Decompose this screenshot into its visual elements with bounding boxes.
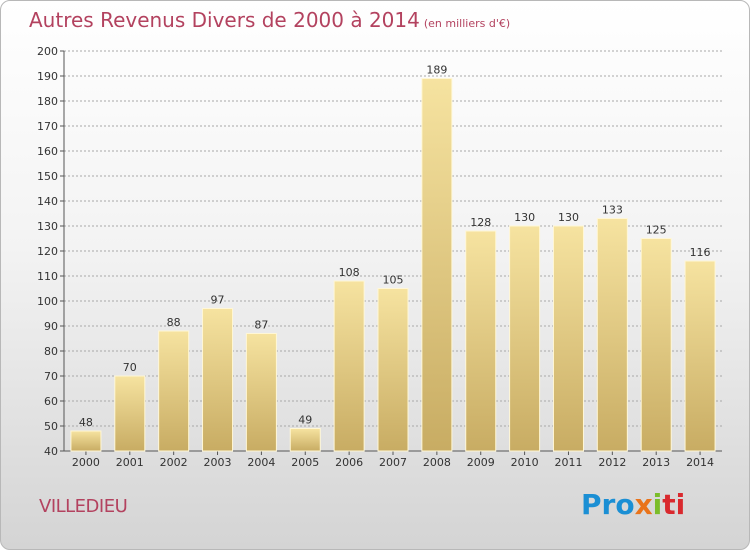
y-tick-label: 160 [37, 145, 58, 158]
bar [509, 225, 541, 452]
y-tick-label: 40 [44, 445, 58, 458]
bar [640, 238, 672, 452]
bar-value-label: 108 [339, 266, 360, 279]
x-tick-label: 2000 [72, 456, 100, 469]
x-tick-label: 2008 [423, 456, 451, 469]
y-tick-label: 170 [37, 120, 58, 133]
labels: 40 50 60 70 80 90 100 110 120 130 140 150 160 170 180 1… [37, 45, 714, 469]
chart-title: Autres Revenus Divers de 2000 à 2014 (en … [29, 8, 510, 32]
logo-part-1: Pro [581, 488, 635, 521]
bar [377, 288, 409, 452]
bar [289, 428, 321, 452]
x-tick-label: 2002 [160, 456, 188, 469]
bar-value-label: 49 [298, 414, 312, 427]
bar-value-label: 133 [602, 204, 623, 217]
bar [202, 308, 234, 452]
bar [158, 330, 190, 452]
y-tick-label: 80 [44, 345, 58, 358]
bar-value-label: 70 [123, 361, 137, 374]
x-tick-label: 2011 [554, 456, 582, 469]
y-tick-label: 50 [44, 420, 58, 433]
bar-value-label: 105 [383, 274, 404, 287]
bar [114, 375, 146, 452]
bar [421, 78, 453, 452]
logo-part-3: i [652, 488, 663, 521]
bar-value-label: 48 [79, 416, 93, 429]
bar-value-label: 116 [690, 246, 711, 259]
y-tick-label: 200 [37, 45, 58, 58]
bar [684, 260, 716, 452]
y-tick-label: 120 [37, 245, 58, 258]
x-tick-label: 2009 [467, 456, 495, 469]
x-tick-label: 2004 [247, 456, 275, 469]
y-tick-label: 150 [37, 170, 58, 183]
bar [596, 218, 628, 452]
bar-value-label: 87 [254, 319, 268, 332]
y-tick-label: 130 [37, 220, 58, 233]
bar-value-label: 189 [426, 64, 447, 77]
x-tick-label: 2007 [379, 456, 407, 469]
bar-value-label: 125 [646, 224, 667, 237]
bar [245, 333, 277, 452]
y-tick-label: 180 [37, 95, 58, 108]
bars [70, 78, 716, 452]
bar-value-label: 128 [470, 216, 491, 229]
bar-chart: 40 50 60 70 80 90 100 110 120 130 140 150 160 170 180 1… [37, 45, 722, 469]
y-tick-label: 70 [44, 370, 58, 383]
x-tick-label: 2001 [116, 456, 144, 469]
commune-name: VILLEDIEU [39, 496, 128, 517]
y-tick-label: 90 [44, 320, 58, 333]
bar [70, 430, 102, 452]
y-tick-label: 110 [37, 270, 58, 283]
bar [333, 280, 365, 452]
x-tick-label: 2003 [204, 456, 232, 469]
x-tick-label: 2010 [511, 456, 539, 469]
chart-unit: (en milliers d'€) [423, 17, 511, 30]
x-tick-label: 2014 [686, 456, 714, 469]
bar-value-label: 97 [211, 294, 225, 307]
bar [552, 225, 584, 452]
x-tick-label: 2005 [291, 456, 319, 469]
logo-part-2: x [634, 488, 653, 521]
y-tick-label: 100 [37, 295, 58, 308]
x-tick-label: 2012 [598, 456, 626, 469]
x-tick-label: 2006 [335, 456, 363, 469]
logo-part-4: ti [662, 488, 686, 521]
bar-value-label: 130 [514, 211, 535, 224]
x-tick-label: 2013 [642, 456, 670, 469]
chart-title-text: Autres Revenus Divers de 2000 à 2014 [29, 8, 420, 32]
bar-value-label: 88 [167, 316, 181, 329]
bar [465, 230, 497, 452]
y-tick-label: 190 [37, 70, 58, 83]
bar-value-label: 130 [558, 211, 579, 224]
y-tick-label: 140 [37, 195, 58, 208]
proxiti-logo[interactable]: Proxiti [581, 488, 685, 521]
y-tick-label: 60 [44, 395, 58, 408]
